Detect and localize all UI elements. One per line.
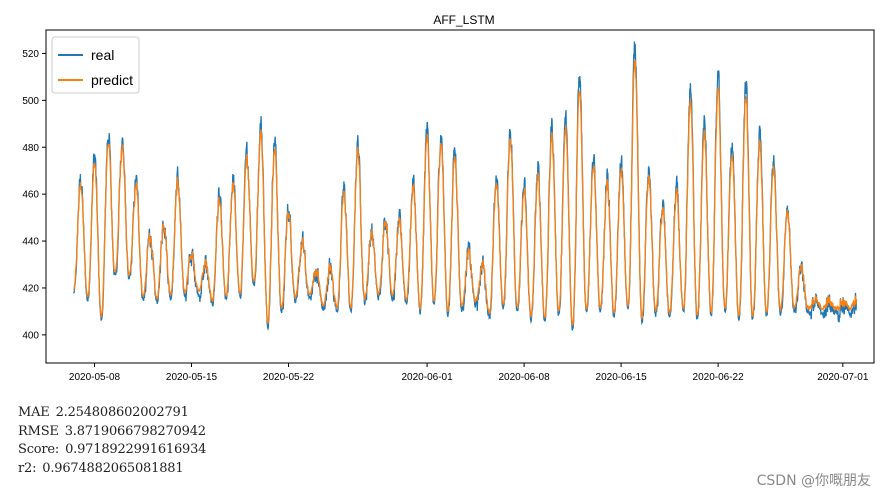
y-tick-label: 500: [22, 96, 39, 107]
watermark: CSDN @你嘅朋友: [756, 473, 871, 489]
metric-label: MAE: [18, 405, 50, 420]
metrics-panel: MAE 2.254808602002791 RMSE 3.8719066798270…: [18, 404, 206, 478]
plot-frame: [45, 29, 875, 364]
legend: real predict: [51, 36, 140, 94]
metric-mae: MAE 2.254808602002791: [18, 404, 206, 423]
y-tick-label: 440: [22, 237, 39, 248]
metric-value: 2.254808602002791: [55, 405, 189, 420]
series-line-predict: [73, 59, 858, 327]
metric-value: 0.9718922991616934: [65, 442, 207, 457]
metric-label: RMSE: [18, 423, 59, 439]
legend-label-predict: predict: [91, 72, 133, 88]
x-tick-label: 2020-06-22: [693, 372, 745, 383]
x-tick-label: 2020-07-01: [817, 372, 869, 383]
y-tick-label: 460: [22, 190, 39, 201]
metric-score: Score: 0.9718922991616934: [18, 441, 206, 460]
metric-label: Score:: [18, 442, 60, 457]
metric-label: r2:: [18, 460, 37, 476]
x-tick-label: 2020-06-01: [402, 372, 454, 383]
y-tick-label: 520: [22, 49, 39, 60]
metric-r2: r2: 0.9674882065081881: [18, 460, 206, 479]
x-tick-label: 2020-05-08: [69, 372, 121, 383]
chart-title: AFF_LSTM: [433, 13, 494, 27]
metric-value: 3.8719066798270942: [64, 423, 206, 439]
chart: AFF_LSTM 400 420 440 460 480 500 520 2020-05-08…: [22, 13, 875, 383]
y-tick-label: 400: [22, 330, 39, 341]
legend-label-real: real: [91, 47, 114, 63]
y-tick-label: 420: [22, 283, 39, 294]
x-tick-label: 2020-06-08: [499, 372, 551, 383]
metric-rmse: RMSE 3.8719066798270942: [18, 423, 206, 442]
y-tick-label: 480: [22, 143, 39, 154]
x-tick-label: 2020-05-15: [166, 372, 218, 383]
x-tick-label: 2020-05-22: [263, 372, 315, 383]
x-tick-label: 2020-06-15: [596, 372, 648, 383]
metric-value: 0.9674882065081881: [42, 460, 184, 476]
